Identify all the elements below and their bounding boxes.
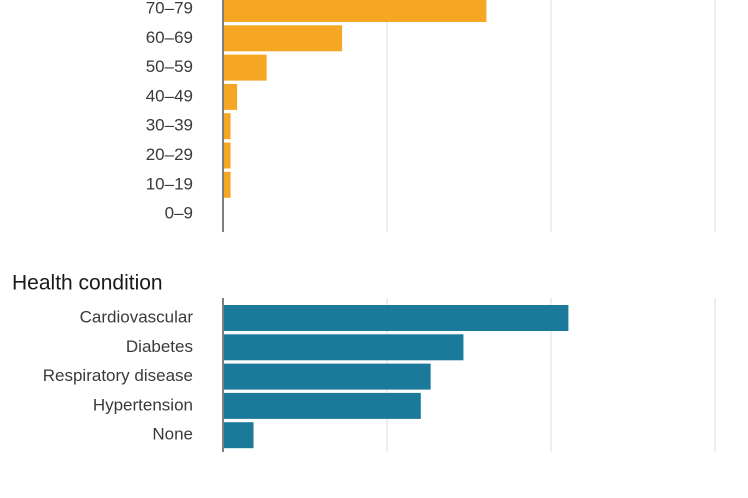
y-tick-label: 30–39 bbox=[146, 116, 193, 135]
y-tick-label: Hypertension bbox=[93, 395, 193, 414]
y-tick-label: 0–9 bbox=[165, 204, 193, 223]
y-tick-label: Respiratory disease bbox=[43, 366, 193, 385]
y-tick-label: 70–79 bbox=[146, 0, 193, 17]
bar bbox=[224, 113, 231, 140]
bar bbox=[224, 142, 231, 169]
y-tick-label: None bbox=[152, 425, 193, 444]
chart-title: Health condition bbox=[12, 272, 163, 295]
bar bbox=[224, 363, 431, 390]
bar bbox=[224, 25, 343, 52]
bar bbox=[224, 171, 231, 198]
y-tick-label: 20–29 bbox=[146, 145, 193, 164]
bar bbox=[224, 0, 487, 22]
bar bbox=[224, 392, 421, 419]
y-tick-label: Diabetes bbox=[126, 337, 193, 356]
bar bbox=[224, 54, 267, 81]
y-tick-label: Cardiovascular bbox=[80, 307, 194, 326]
bar bbox=[224, 422, 254, 449]
bar bbox=[224, 305, 569, 331]
bar bbox=[224, 334, 464, 361]
y-tick-label: 50–59 bbox=[146, 57, 193, 76]
y-tick-label: 10–19 bbox=[146, 174, 193, 193]
y-tick-label: 60–69 bbox=[146, 28, 193, 47]
bar bbox=[224, 83, 238, 110]
y-tick-label: 40–49 bbox=[146, 86, 193, 105]
